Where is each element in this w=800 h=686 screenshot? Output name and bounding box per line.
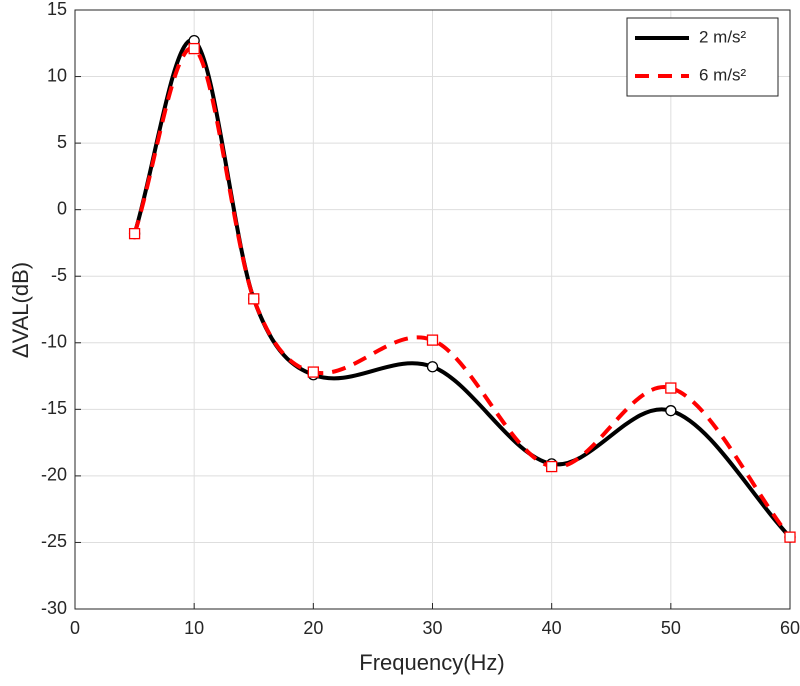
marker bbox=[665, 405, 677, 417]
y-tick-label: 15 bbox=[47, 0, 67, 19]
y-tick-label: -30 bbox=[41, 598, 67, 618]
marker bbox=[426, 334, 439, 346]
legend-label: 2 m/s² bbox=[699, 27, 747, 46]
x-axis-label: Frequency(Hz) bbox=[359, 650, 504, 675]
marker bbox=[188, 42, 200, 55]
marker bbox=[248, 293, 260, 305]
marker bbox=[665, 382, 677, 394]
x-tick-label: 10 bbox=[184, 618, 204, 638]
y-tick-label: -20 bbox=[41, 465, 67, 485]
legend-box bbox=[626, 17, 779, 97]
y-tick-label: 10 bbox=[47, 65, 67, 85]
x-tick-label: 40 bbox=[542, 618, 562, 638]
y-axis-label: ΔVAL(dB) bbox=[8, 262, 33, 358]
y-tick-label: -25 bbox=[41, 531, 67, 551]
x-tick-label: 20 bbox=[303, 618, 323, 638]
y-tick-label: 5 bbox=[57, 132, 67, 152]
legend: 2 m/s² 6 m/s² bbox=[626, 17, 779, 97]
marker bbox=[426, 361, 439, 373]
x-tick-label: 0 bbox=[70, 618, 80, 638]
y-tick-label: -15 bbox=[41, 398, 67, 418]
marker bbox=[784, 531, 796, 543]
y-tick-label: 0 bbox=[57, 198, 67, 218]
marker bbox=[307, 366, 319, 378]
marker bbox=[128, 227, 141, 240]
legend-label: 6 m/s² bbox=[699, 65, 747, 84]
x-tick-label: 30 bbox=[422, 618, 442, 638]
y-tick-label: -5 bbox=[51, 265, 67, 285]
x-tick-label: 60 bbox=[780, 618, 800, 638]
axes-box bbox=[74, 9, 791, 610]
y-tick-label: -10 bbox=[41, 332, 67, 352]
series-line bbox=[132, 46, 792, 539]
marker bbox=[546, 460, 558, 473]
x-tick-label: 50 bbox=[661, 618, 681, 638]
